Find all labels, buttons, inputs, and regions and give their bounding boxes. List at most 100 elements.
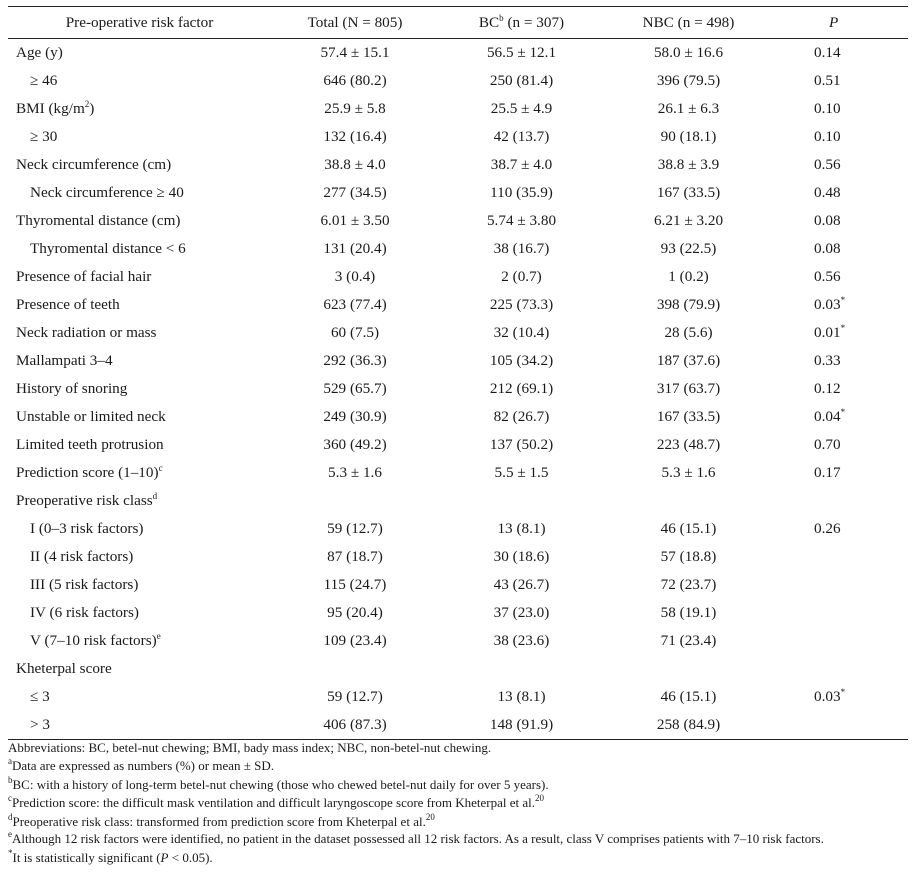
- p-value-text: 0.70: [814, 436, 841, 453]
- footnote-c-mark: c: [8, 793, 12, 804]
- row-label-text: Prediction score (1–10): [16, 464, 159, 481]
- cell-p-value: [773, 487, 908, 515]
- cell-nbc: 1 (0.2): [668, 268, 709, 285]
- table-row: Preoperative risk classd: [8, 487, 908, 515]
- header-bc: BCb (n = 307): [439, 6, 604, 39]
- cell-total: 87 (18.7): [327, 548, 383, 565]
- footnote-significance-pre: It is statistically significant (: [12, 850, 161, 866]
- cell-nbc: 396 (79.5): [656, 72, 721, 89]
- row-label-text: ≥ 30: [30, 128, 58, 145]
- cell-bc: 56.5 ± 12.1: [486, 44, 557, 61]
- cell-nbc: 57 (18.8): [660, 548, 717, 565]
- row-label: V (7–10 risk factors)e: [8, 627, 271, 655]
- footnote-a: aData are expressed as numbers (%) or me…: [8, 757, 908, 775]
- cell-nbc: 71 (23.4): [660, 632, 717, 649]
- row-label-suffix: ): [89, 100, 95, 117]
- table-row: Age (y) 57.4 ± 15.1 56.5 ± 12.1 58.0 ± 16.6…: [8, 39, 908, 68]
- row-label: Mallampati 3–4: [8, 347, 271, 375]
- cell-p-value: 0.33: [773, 347, 908, 375]
- cell-bc: 43 (26.7): [493, 576, 550, 593]
- cell-p-value: 0.08: [773, 235, 908, 263]
- cell-total: 25.9 ± 5.8: [324, 100, 386, 117]
- row-label: Thyromental distance (cm): [8, 207, 271, 235]
- cell-nbc: [604, 487, 773, 515]
- row-label-text: I (0–3 risk factors): [30, 520, 144, 537]
- footnote-significance-mark: *: [8, 848, 13, 859]
- row-label: BMI (kg/m2): [8, 95, 271, 123]
- table-row: IV (6 risk factors) 95 (20.4) 37 (23.0) 58 …: [8, 599, 908, 627]
- cell-nbc: 93 (22.5): [660, 240, 717, 257]
- cell-p-value: 0.10: [773, 123, 908, 151]
- table-footnotes: Abbreviations: BC, betel-nut chewing; BM…: [8, 739, 908, 867]
- p-value-text: 0.33: [814, 352, 841, 369]
- table-row: ≤ 3 59 (12.7) 13 (8.1) 46 (15.1) 0.03*: [8, 683, 908, 711]
- risk-factor-table: Pre-operative risk factor Total (N = 805…: [8, 6, 908, 740]
- table-row: Neck radiation or mass 60 (7.5) 32 (10.4) 2…: [8, 319, 908, 347]
- footnote-d-mark: d: [8, 811, 13, 822]
- row-label-text: III (5 risk factors): [30, 576, 139, 593]
- cell-bc: 25.5 ± 4.9: [490, 100, 553, 117]
- row-label-footnote-mark: e: [156, 631, 161, 641]
- row-label-footnote-mark: d: [152, 491, 158, 501]
- cell-bc: 37 (23.0): [493, 604, 550, 621]
- cell-nbc: 167 (33.5): [656, 408, 721, 425]
- table-row: Unstable or limited neck 249 (30.9) 82 (26…: [8, 403, 908, 431]
- p-value-text: 0.51: [814, 72, 841, 89]
- cell-total: 623 (77.4): [323, 296, 387, 313]
- row-label-text: Thyromental distance < 6: [30, 240, 186, 257]
- cell-total: 646 (80.2): [323, 72, 387, 89]
- cell-nbc: 5.3 ± 1.6: [661, 464, 716, 481]
- p-value-text: 0.26: [814, 520, 841, 537]
- cell-bc: 250 (81.4): [489, 72, 554, 89]
- row-label-text: ≤ 3: [30, 688, 50, 705]
- cell-nbc: 46 (15.1): [660, 688, 717, 705]
- row-label-text: V (7–10 risk factors): [30, 632, 157, 649]
- table-row: Thyromental distance (cm) 6.01 ± 3.50 5.74…: [8, 207, 908, 235]
- table-row: Mallampati 3–4 292 (36.3) 105 (34.2) 187 (3…: [8, 347, 908, 375]
- cell-total: [271, 487, 439, 515]
- table-row: ≥ 46 646 (80.2) 250 (81.4) 396 (79.5) 0.51: [8, 67, 908, 95]
- header-bc-footnote-mark: b: [499, 13, 504, 23]
- cell-total: 59 (12.7): [327, 688, 383, 705]
- row-label: > 3: [8, 711, 271, 740]
- p-value-text: 0.56: [814, 156, 841, 173]
- p-value-text: 0.14: [814, 44, 841, 61]
- cell-p-value: 0.03*: [773, 291, 908, 319]
- cell-bc: 225 (73.3): [489, 296, 554, 313]
- table-row: BMI (kg/m2) 25.9 ± 5.8 25.5 ± 4.9 26.1 ± 6.…: [8, 95, 908, 123]
- header-bc-label: BC: [478, 14, 500, 31]
- p-value-text: 0.10: [814, 128, 841, 145]
- cell-p-value: [773, 543, 908, 571]
- row-label-text: Presence of facial hair: [16, 268, 152, 285]
- row-label: Thyromental distance < 6: [8, 235, 271, 263]
- row-label: Kheterpal score: [8, 655, 271, 683]
- cell-nbc: [604, 655, 773, 683]
- table-row: > 3 406 (87.3) 148 (91.9) 258 (84.9): [8, 711, 908, 740]
- cell-p-value: 0.56: [773, 151, 908, 179]
- cell-p-value: [773, 599, 908, 627]
- cell-p-value: 0.48: [773, 179, 908, 207]
- header-risk-factor: Pre-operative risk factor: [8, 6, 271, 39]
- p-value-text: 0.56: [814, 268, 841, 285]
- row-label-text: Preoperative risk class: [16, 492, 153, 509]
- cell-bc: 5.5 ± 1.5: [494, 464, 549, 481]
- footnote-significance: *It is statistically significant (P < 0.…: [8, 849, 908, 867]
- significance-mark: *: [840, 323, 846, 333]
- cell-total: 59 (12.7): [327, 520, 383, 537]
- table-row: Prediction score (1–10)c 5.3 ± 1.6 5.5 ± 1…: [8, 459, 908, 487]
- row-label-text: History of snoring: [16, 380, 128, 397]
- cell-bc: 2 (0.7): [501, 268, 542, 285]
- footnote-e-mark: e: [8, 829, 12, 840]
- table-row: Kheterpal score: [8, 655, 908, 683]
- cell-nbc: 398 (79.9): [656, 296, 721, 313]
- significance-mark: *: [840, 295, 846, 305]
- row-label-text: Unstable or limited neck: [16, 408, 166, 425]
- row-label: Neck radiation or mass: [8, 319, 271, 347]
- cell-total: 277 (34.5): [323, 184, 387, 201]
- cell-total: 109 (23.4): [323, 632, 387, 649]
- cell-nbc: 28 (5.6): [664, 324, 713, 341]
- p-value-text: 0.12: [814, 380, 841, 397]
- row-label-text: BMI (kg/m: [16, 100, 85, 117]
- row-label: ≤ 3: [8, 683, 271, 711]
- row-label: Limited teeth protrusion: [8, 431, 271, 459]
